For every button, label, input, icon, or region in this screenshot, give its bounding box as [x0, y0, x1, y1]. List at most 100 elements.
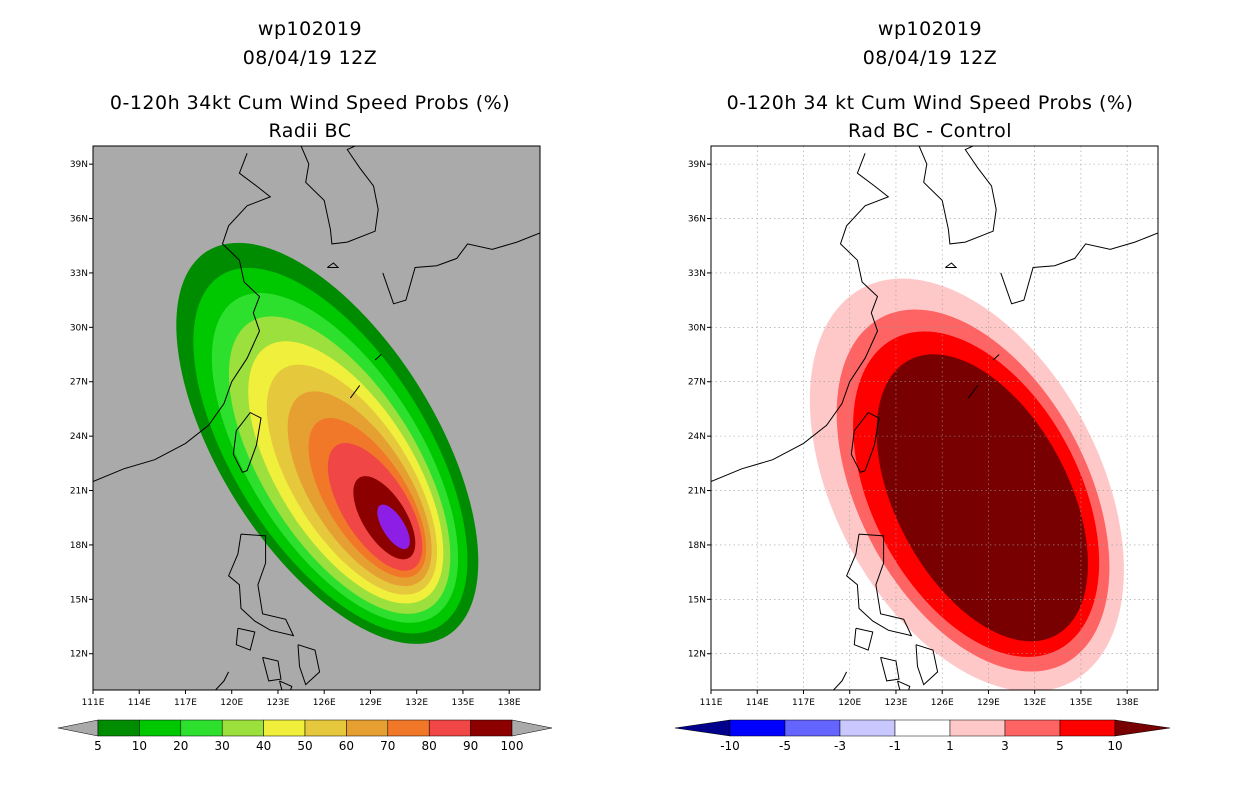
left-colorbar-box — [470, 719, 513, 737]
right-xtick-label: 129E — [977, 698, 1000, 708]
left-colorbar-label: 40 — [256, 739, 271, 753]
left-ytick-label: 12N — [70, 650, 88, 660]
left-coastline — [232, 411, 262, 474]
right-xtick-label: 126E — [931, 698, 954, 708]
left-colorbar: 5 10 20 30 40 50 60 70 80 90 100 — [57, 719, 553, 753]
right-xtick-label: 138E — [1116, 698, 1139, 708]
left-coastline — [262, 656, 282, 682]
right-coastline — [853, 627, 874, 651]
right-colorbar-arrow-high — [1114, 719, 1171, 737]
right-colorbar-label: -5 — [779, 739, 791, 753]
right-ytick-label: 18N — [688, 541, 706, 551]
right-coastline — [897, 680, 911, 690]
left-ytick-label: 27N — [70, 378, 88, 388]
left-colorbar-label: 10 — [132, 739, 147, 753]
right-colorbar-box — [839, 719, 896, 737]
right-coastline — [915, 644, 939, 686]
left-coastline — [297, 644, 321, 686]
right-colorbar-box — [729, 719, 786, 737]
right-ytick-label: 39N — [688, 160, 706, 170]
right-colorbar: -10 -5 -3 -1 1 3 5 10 — [674, 719, 1171, 753]
left-contour-level-100 — [377, 504, 410, 550]
left-coastline — [93, 153, 272, 482]
right-coastline — [1000, 146, 1158, 305]
left-coastline — [374, 354, 382, 361]
left-xtick-label: 126E — [313, 698, 336, 708]
left-filled-contours — [176, 242, 479, 644]
left-coastline — [214, 671, 230, 690]
right-colorbar-label: 1 — [946, 739, 954, 753]
left-colorbar-label: 100 — [501, 739, 524, 753]
right-ytick-label: 12N — [688, 650, 706, 660]
left-ytick-label: 18N — [70, 541, 88, 551]
right-gridlines — [710, 146, 1158, 690]
left-coastline — [300, 146, 379, 245]
right-xtick-label: 120E — [838, 698, 861, 708]
right-chart-subtitle: Rad BC - Control — [847, 120, 1013, 142]
right-colorbar-label: 3 — [1001, 739, 1009, 753]
right-xtick-label: 132E — [1023, 698, 1046, 708]
right-coastline — [832, 671, 848, 690]
left-colorbar-box — [139, 719, 182, 737]
left-coastline — [279, 680, 293, 690]
right-coastline — [850, 411, 880, 474]
left-chart-subtitle: Radii BC — [268, 120, 352, 142]
left-ytick-label: 15N — [70, 595, 88, 605]
left-colorbar-arrow-low — [57, 719, 99, 737]
right-colorbar-box — [894, 719, 951, 737]
right-coastline — [945, 262, 958, 268]
right-ytick-label: 24N — [688, 432, 706, 442]
right-ytick-label: 33N — [688, 269, 706, 279]
left-colorbar-arrow-high — [511, 719, 553, 737]
left-xtick-label: 114E — [128, 698, 151, 708]
left-xtick-label: 129E — [359, 698, 382, 708]
left-coastline — [93, 509, 94, 540]
left-colorbar-label: 5 — [94, 739, 102, 753]
right-colorbar-label: 10 — [1107, 739, 1122, 753]
right-frame — [710, 145, 1159, 691]
left-colorbar-label: 30 — [215, 739, 230, 753]
right-colorbar-label: -10 — [720, 739, 740, 753]
left-xtick-label: 135E — [451, 698, 474, 708]
left-colorbar-label: 70 — [380, 739, 395, 753]
left-colorbar-label: 60 — [339, 739, 354, 753]
right-coastline — [967, 385, 979, 399]
right-contour-gt-10 — [876, 354, 1088, 642]
left-ytick-label: 36N — [70, 215, 88, 225]
left-xtick-label: 120E — [220, 698, 243, 708]
left-ytick-label: 21N — [70, 487, 88, 497]
right-colorbar-box — [784, 719, 841, 737]
right-colorbar-label: 5 — [1056, 739, 1064, 753]
right-coastline — [845, 533, 913, 637]
right-colorbar-box — [1059, 719, 1116, 737]
left-coastlines — [93, 146, 540, 690]
left-frame — [92, 145, 541, 691]
right-coastline — [880, 656, 900, 682]
right-ytick-label: 15N — [688, 595, 706, 605]
left-colorbar-box — [180, 719, 223, 737]
right-chart-title: 0-120h 34 kt Cum Wind Speed Probs (%) — [726, 92, 1134, 114]
right-coastline — [918, 146, 997, 245]
right-coastline — [711, 509, 712, 540]
left-coastline — [327, 262, 340, 268]
right-coastlines — [711, 146, 1158, 690]
right-coastline — [711, 153, 890, 482]
right-ytick-label: 36N — [688, 215, 706, 225]
right-colorbar-box — [1004, 719, 1061, 737]
left-xtick-label: 123E — [267, 698, 290, 708]
left-xtick-label: 117E — [174, 698, 197, 708]
right-xtick-label: 117E — [792, 698, 815, 708]
right-colorbar-box — [949, 719, 1006, 737]
right-xtick-label: 111E — [700, 698, 723, 708]
right-storm-id: wp102019 — [877, 18, 983, 40]
panel-left: 39N 36N 33N 30N 27N 24N 21N 18N 15N 12N 111E 114E 11… — [57, 145, 553, 753]
right-colorbar-label: -3 — [834, 739, 846, 753]
left-colorbar-label: 20 — [173, 739, 188, 753]
left-xtick-label: 138E — [498, 698, 521, 708]
left-coastline — [349, 385, 361, 399]
left-colorbar-label: 80 — [422, 739, 437, 753]
left-coastline — [382, 146, 540, 305]
left-colorbar-box — [97, 719, 140, 737]
